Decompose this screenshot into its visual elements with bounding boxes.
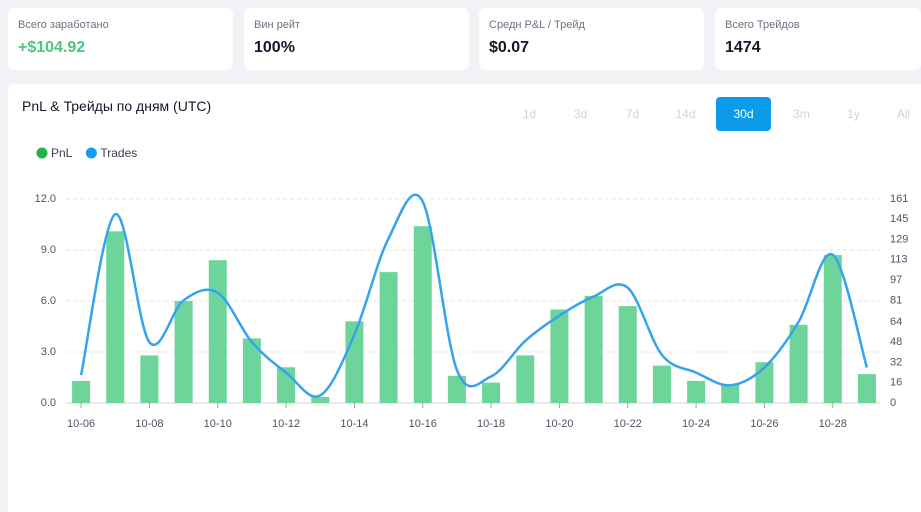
y-tick-label: 3.0 [41,346,56,358]
x-tick-label: 10-18 [477,418,505,430]
bar [379,272,398,403]
y2-tick-label: 64 [890,316,902,328]
x-tick-label: 10-14 [340,418,368,430]
chart-panel: PnL & Трейды по дням (UTC) 1d 3d 7d 14d 30d 3… [8,84,921,512]
x-tick-label: 10-08 [135,418,163,430]
x-tick-label: 10-24 [682,418,710,430]
y2-tick-label: 81 [890,294,902,306]
y2-tick-label: 48 [890,336,902,348]
x-tick-label: 10-12 [272,418,300,430]
line [79,193,869,398]
bar [140,355,159,403]
range-button[interactable]: 7d [625,107,640,121]
y2-tick-label: 161 [890,193,908,205]
bar [789,324,808,403]
y2-tick-label: 0 [890,397,896,409]
panel-title: PnL & Трейды по дням (UTC) [22,98,212,114]
y2-tick-label: 145 [890,213,908,225]
legend-marker [36,147,48,159]
legend-label: Trades [100,146,137,160]
stat-card: Средн P&L / Трейд $0.07 [479,8,704,70]
stat-label: Всего заработано [18,19,109,31]
bar [413,226,432,403]
stat-value: 100% [254,39,295,56]
range-button[interactable]: All [896,107,911,121]
range-button[interactable]: 3m [793,107,810,121]
bar [447,375,466,403]
bar [242,338,261,403]
y2-tick-label: 97 [890,274,902,286]
range-button[interactable]: 1y [847,107,860,121]
bar [311,397,330,403]
stat-value: $0.07 [489,39,530,56]
range-button[interactable]: 14d [675,107,696,121]
bar [857,374,876,403]
stat-label: Всего Трейдов [725,19,800,31]
bar [721,384,740,403]
bar [345,321,364,403]
stat-card: Всего заработано +$104.92 [8,8,233,70]
stat-card: Всего Трейдов 1474 [715,8,921,70]
x-tick-label: 10-26 [750,418,778,430]
stat-value: 1474 [725,39,761,56]
x-tick-label: 10-28 [819,418,847,430]
legend-label: PnL [51,146,73,160]
y-tick-label: 0.0 [41,397,56,409]
x-tick-label: 10-10 [204,418,232,430]
range-button[interactable]: 30d [716,97,771,131]
x-tick-label: 10-22 [614,418,642,430]
bar [482,382,501,403]
y-tick-label: 6.0 [41,295,56,307]
range-button[interactable]: 1d [522,107,537,121]
y-tick-label: 12.0 [35,193,56,205]
y2-tick-label: 16 [890,377,902,389]
y2-tick-label: 32 [890,356,902,368]
bar [823,255,842,403]
bar [516,355,535,403]
stat-card: Вин рейт 100% [244,8,469,70]
bar [208,260,227,403]
bar [584,295,603,403]
x-tick-label: 10-06 [67,418,95,430]
bar [550,309,569,403]
bar [618,306,637,403]
bar [174,301,193,403]
range-button[interactable]: 3d [573,107,588,121]
bar [652,365,671,403]
x-tick-label: 10-16 [409,418,437,430]
stat-value: +$104.92 [18,39,86,56]
legend-marker [85,147,97,159]
x-tick-label: 10-20 [545,418,573,430]
bar [106,231,125,403]
y-tick-label: 9.0 [41,244,56,256]
stat-label: Вин рейт [254,19,301,31]
y2-tick-label: 113 [890,254,908,266]
stat-label: Средн P&L / Трейд [489,19,585,31]
bar [687,380,706,403]
y2-tick-label: 129 [890,233,908,245]
bar [72,380,91,403]
